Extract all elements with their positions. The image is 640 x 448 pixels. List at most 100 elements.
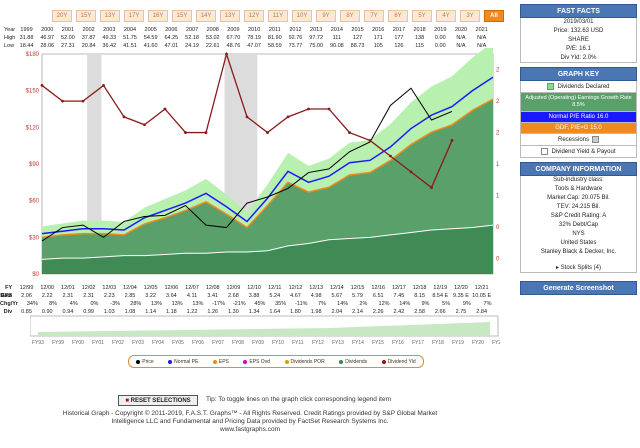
right-axis-tick: 0.8% — [496, 225, 500, 231]
legend-label: Dividend Yld — [387, 358, 416, 365]
year-cell: 2008 — [206, 27, 219, 33]
year-cell: 2009 — [227, 27, 240, 33]
high-cell: 97.72 — [309, 35, 324, 41]
legend-item[interactable]: Normal PE — [168, 359, 198, 365]
low-label: Low — [4, 43, 15, 49]
year-range-button[interactable]: 17Y — [124, 10, 144, 22]
dividend-yield-point — [184, 131, 187, 134]
fy-date-cell: 12/12 — [288, 285, 303, 291]
fast-graph-chart[interactable]: $180 $150 $120 $90 $60 $30 $0 2.8% 2.4% 2.0% 1.6% 1… — [0, 48, 500, 282]
legend-item[interactable]: Dividends POR — [284, 359, 325, 365]
key-yield[interactable]: Dividend Yield & Payout — [520, 146, 637, 158]
reset-selections-button[interactable]: ■ RESET SELECTIONS — [118, 395, 198, 406]
low-cell: 28.06 — [40, 43, 55, 49]
eps-cell: 2.31 — [62, 293, 74, 299]
dividend-yield-point — [368, 139, 372, 142]
price-line — [41, 87, 453, 242]
chg-row: Chg/Yr 34% 8% 4% 0% -3% 28% 13% 13% 13% -17% -21% 4… — [0, 300, 492, 308]
country: United States — [520, 239, 637, 248]
high-cell: 46.97 — [40, 35, 55, 41]
key-normal-pe[interactable]: Normal P/E Ratio 16.0 — [520, 112, 637, 123]
recession-band — [87, 54, 102, 274]
dividend-yield-point — [348, 131, 351, 134]
div-cell: 2.75 — [455, 309, 467, 315]
year-cell: 2003 — [103, 27, 116, 33]
fy-date-cell: 12/03 — [102, 285, 117, 291]
key-gdf[interactable]: GDF, P/E=G 15.0 — [520, 123, 637, 134]
year-range-button[interactable]: 15Y — [172, 10, 192, 22]
splits-icon: ▸ — [555, 265, 561, 271]
year-range-button[interactable]: 16Y — [148, 10, 168, 22]
year-cell: 2021 — [475, 27, 488, 33]
eps-cell: 2.68 — [228, 293, 239, 299]
year-range-button[interactable]: 3Y — [460, 10, 480, 22]
legend-item[interactable]: EPS — [212, 359, 229, 365]
dividends-swatch-icon — [547, 83, 555, 90]
side-panel: FAST FACTS 2019/03/01 Price: 132.63 USD … — [520, 4, 637, 295]
eps-cell: 2.06 — [21, 293, 32, 299]
eps-cell: 10.05 E — [472, 293, 492, 299]
low-row: Low 18.44 28.06 27.31 20.84 36.42 41.51 41.60 4… — [4, 42, 492, 50]
year-range-button[interactable]: 6Y — [388, 10, 408, 22]
key-earnings[interactable]: Adjusted (Operating) Earnings Growth Rat… — [520, 93, 637, 112]
div-cell: 1.98 — [310, 309, 322, 315]
key-dividends-label: Dividends Declared — [557, 83, 610, 90]
year-range-button[interactable]: 10Y — [292, 10, 312, 22]
right-axis-tick: 1.2% — [496, 193, 500, 199]
legend-item[interactable]: Dividend Yld — [381, 358, 416, 365]
fy-date-cell: 12/19 — [433, 285, 448, 291]
key-dividends[interactable]: Dividends Declared — [520, 81, 637, 93]
eps-label: EPS — [1, 293, 13, 299]
eps-cell: 4.98 — [310, 293, 322, 299]
year-range-button[interactable]: All — [484, 10, 504, 22]
year-range-button[interactable]: 12Y — [244, 10, 264, 22]
timeline-navigator[interactable]: FY93 FY99 FY00 FY01 FY02 FY03 FY04 FY05 FY06 FY07… — [30, 314, 500, 346]
year-range-button[interactable]: 14Y — [196, 10, 216, 22]
dividend-yield-point — [430, 186, 433, 189]
dividend-yield-point — [266, 131, 269, 134]
stock-splits[interactable]: ▸ Stock Splits (4) — [520, 264, 637, 273]
chg-cell: 28% — [130, 301, 142, 307]
fy-date-cell: 12/18 — [412, 285, 427, 291]
fy-date-cell: 12/16 — [371, 285, 386, 291]
year-range-button[interactable]: 4Y — [436, 10, 456, 22]
legend-item[interactable]: EPS Ovd — [243, 359, 270, 365]
generate-screenshot-button[interactable]: Generate Screenshot — [520, 281, 637, 295]
high-cell: 37.87 — [81, 35, 96, 41]
navigator-tick: FY21 — [492, 340, 500, 346]
year-range-button[interactable]: 13Y — [220, 10, 240, 22]
chg-cell: 13% — [192, 301, 204, 307]
company-info-header: COMPANY INFORMATION — [520, 162, 637, 176]
navigator-tick: FY01 — [92, 340, 104, 346]
left-axis-tick: $180 — [26, 52, 40, 58]
year-range-button[interactable]: 13Y — [100, 10, 120, 22]
fy-date-cell: 12/01 — [61, 285, 75, 291]
year-range-button[interactable]: 20Y — [52, 10, 72, 22]
year-cell: 2017 — [392, 27, 406, 33]
eps-line — [41, 98, 494, 239]
key-yield-label: Dividend Yield & Payout — [551, 148, 616, 155]
fy-date-cell: 12/13 — [309, 285, 324, 291]
high-cell: 31.88 — [19, 35, 34, 41]
legend-dot-icon — [243, 359, 248, 364]
eps-cell: 8.54 E — [432, 293, 449, 299]
year-range-button[interactable]: 11Y — [268, 10, 288, 22]
year-range-button[interactable]: 7Y — [364, 10, 384, 22]
year-range-button[interactable]: 5Y — [412, 10, 432, 22]
div-cell: 1.30 — [228, 309, 239, 315]
high-cell: 177 — [394, 35, 404, 41]
navigator-tick: FY10 — [272, 340, 284, 346]
fy-date-cell: 12/06 — [164, 285, 179, 291]
dividend-yield-point — [409, 170, 413, 174]
legend-item[interactable]: Dividends — [339, 359, 367, 365]
year-range-button[interactable]: 9Y — [316, 10, 336, 22]
navigator-tick: FY08 — [232, 340, 244, 346]
key-recessions[interactable]: Recessions — [520, 134, 637, 146]
company-name: Stanley Black & Decker, Inc. — [520, 248, 637, 264]
right-axis-tick: 2.0% — [496, 131, 500, 137]
year-cell: 2000 — [41, 27, 54, 33]
year-range-button[interactable]: 15Y — [76, 10, 96, 22]
year-cell: 2012 — [289, 27, 302, 33]
legend-item[interactable]: Price — [136, 359, 154, 365]
year-range-button[interactable]: 8Y — [340, 10, 360, 22]
